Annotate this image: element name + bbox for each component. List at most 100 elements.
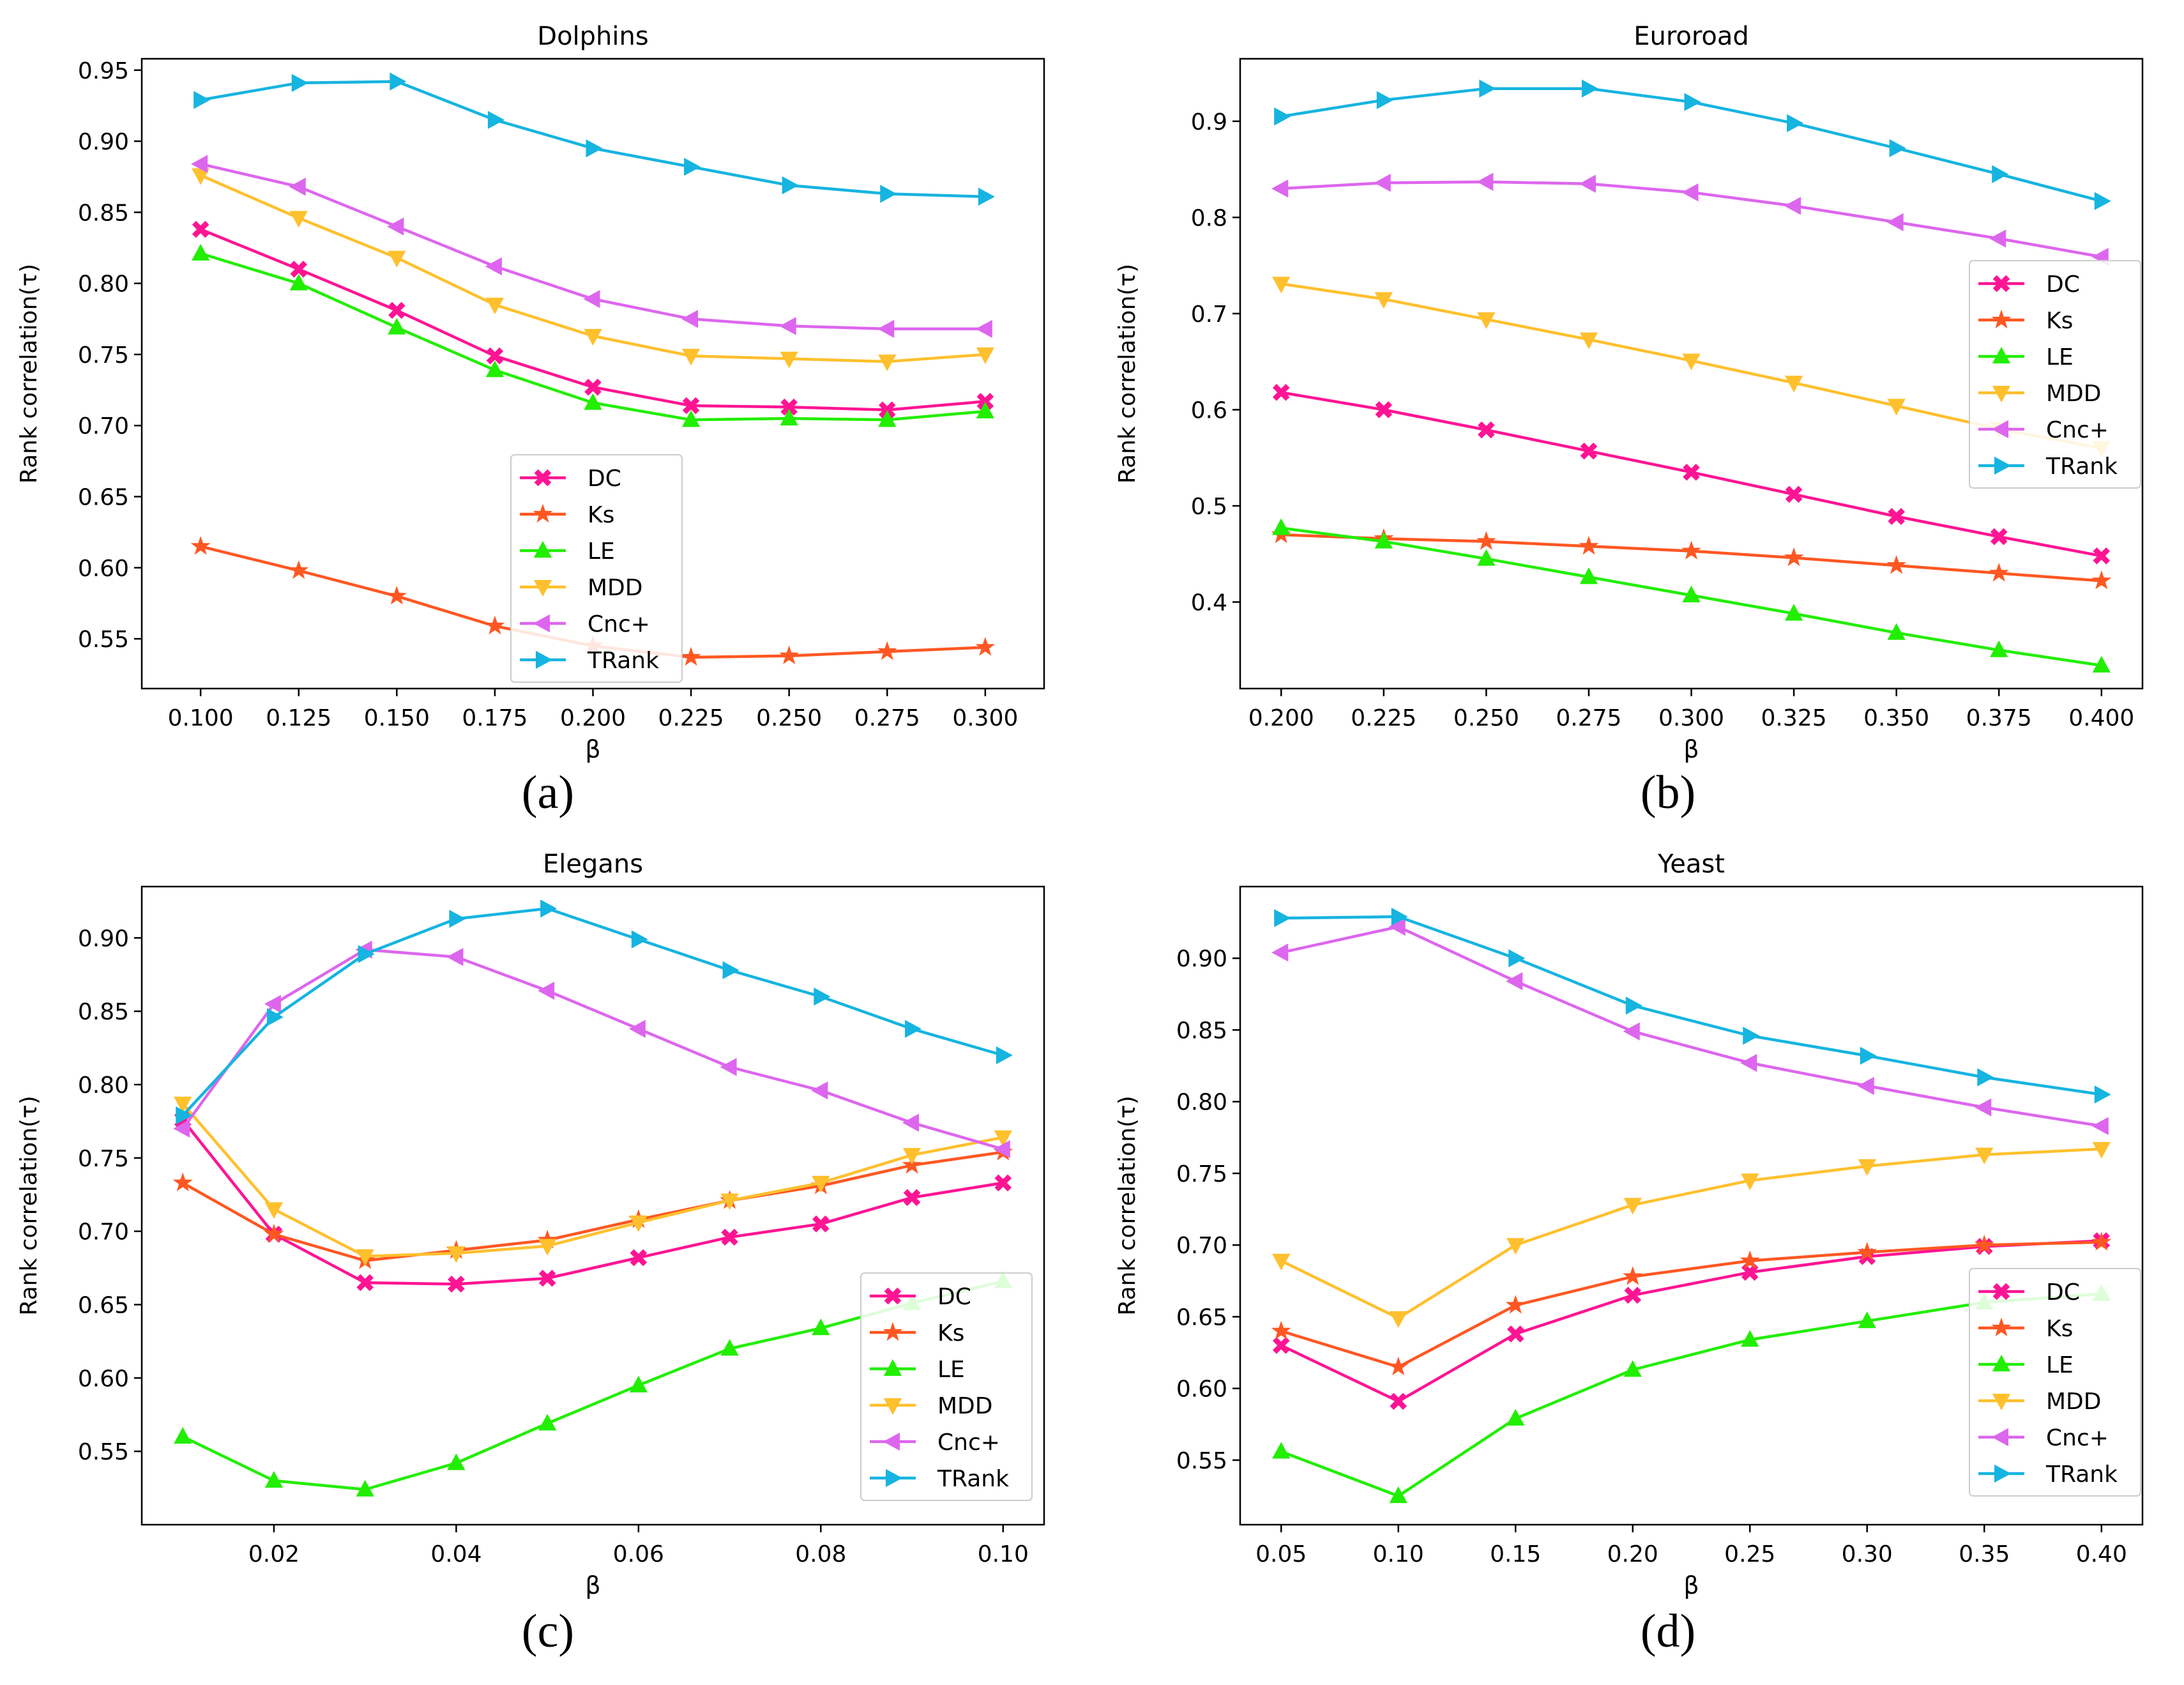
x-tick-label: 0.375: [1966, 705, 2032, 731]
data-point-mdd: [1374, 292, 1393, 309]
data-point-le: [1389, 1486, 1407, 1504]
data-point-mdd: [447, 1246, 466, 1263]
chart-title: Euroroad: [1634, 22, 1749, 51]
x-tick-label: 0.05: [1255, 1541, 1307, 1567]
chart-title: Elegans: [543, 850, 643, 879]
y-tick-label: 0.8: [1191, 205, 1227, 231]
y-tick-label: 0.5: [1191, 494, 1227, 520]
x-tick-label: 0.04: [430, 1541, 482, 1567]
x-axis-label: β: [585, 1571, 600, 1599]
data-point-cnc: [993, 1140, 1010, 1159]
data-point-trank: [814, 987, 831, 1006]
data-point-le: [1272, 518, 1291, 535]
data-point-ks: [1271, 1320, 1291, 1340]
x-tick-label: 0.325: [1761, 705, 1827, 731]
legend-label-cnc: Cnc+: [588, 611, 650, 637]
legend-label-le: LE: [2046, 344, 2074, 370]
chart-panel-2: Elegans 0.02 0.04 0.06 0.08 0.10 0.55 0.60 0.65 0…: [16, 850, 1045, 1658]
data-point-cnc: [387, 217, 404, 236]
data-point-le: [447, 1453, 466, 1470]
y-tick-label: 0.70: [78, 413, 129, 439]
data-point-ks: [264, 1224, 284, 1243]
data-point-mdd: [994, 1130, 1012, 1147]
data-point-ks: [386, 586, 407, 605]
data-point-cnc: [877, 319, 895, 339]
data-point-mdd: [1784, 376, 1803, 393]
data-point-mdd: [1682, 353, 1701, 370]
data-point-ks: [681, 646, 701, 666]
data-point-trank: [1274, 107, 1291, 126]
x-tick-label: 0.10: [1373, 1541, 1424, 1567]
data-point-mdd: [878, 355, 897, 372]
data-point-trank: [1274, 909, 1291, 927]
y-tick-label: 0.60: [78, 556, 129, 582]
data-point-dc: [682, 397, 700, 415]
y-tick-label: 0.60: [78, 1366, 129, 1392]
y-tick-label: 0.80: [78, 1072, 129, 1099]
legend-marker-dc: [884, 1287, 902, 1305]
data-point-ks: [1388, 1356, 1409, 1376]
data-point-dc: [812, 1215, 830, 1233]
y-tick-label: 0.95: [78, 58, 129, 84]
legend-label-mdd: MDD: [2046, 381, 2102, 407]
legend-label-dc: DC: [2046, 271, 2080, 298]
data-point-mdd: [485, 298, 504, 315]
y-axis-label: Rank correlation(τ): [1114, 264, 1141, 484]
data-point-trank: [905, 1019, 922, 1038]
y-tick-label: 0.75: [78, 342, 129, 369]
data-point-cnc: [289, 178, 306, 196]
data-point-trank: [684, 158, 701, 176]
data-point-mdd: [356, 1249, 374, 1266]
data-point-ks: [1623, 1266, 1643, 1285]
series-line-mdd: [1280, 1147, 2102, 1320]
legend-label-trank: TRank: [2045, 454, 2118, 480]
chart-panel-0: Dolphins 0.100 0.125 0.150 0.175 0.200 0.225 0.…: [16, 22, 1045, 819]
x-tick-label: 0.150: [364, 705, 430, 731]
x-tick-label: 0.20: [1607, 1541, 1658, 1567]
y-tick-label: 0.65: [1176, 1304, 1227, 1330]
y-tick-label: 0.9: [1191, 109, 1227, 135]
data-point-cnc: [720, 1058, 737, 1076]
data-point-mdd: [1887, 399, 1906, 416]
data-point-ks: [1505, 1295, 1526, 1314]
data-point-le: [681, 410, 701, 427]
x-tick-label: 0.225: [1351, 705, 1416, 731]
series-line-cnc: [181, 948, 1004, 1151]
y-axis-label: Rank correlation(τ): [16, 1095, 42, 1315]
y-tick-label: 0.75: [1176, 1161, 1227, 1187]
legend-label-mdd: MDD: [2046, 1389, 2102, 1415]
data-point-dc: [1785, 485, 1803, 503]
data-point-ks: [190, 536, 211, 555]
data-point-trank: [880, 185, 897, 203]
legend-label-ks: Ks: [2046, 1316, 2073, 1342]
data-point-cnc: [446, 948, 464, 966]
data-point-le: [878, 410, 897, 427]
data-point-le: [1741, 1330, 1759, 1347]
data-point-trank: [1992, 165, 2009, 183]
data-point-trank: [176, 1106, 193, 1125]
y-axis-label: Rank correlation(τ): [1114, 1095, 1141, 1315]
y-tick-label: 0.80: [1176, 1090, 1227, 1116]
legend-marker-le: [1992, 1354, 2011, 1371]
legend-marker-trank: [886, 1468, 903, 1488]
legend-label-ks: Ks: [588, 502, 614, 528]
data-point-dc: [584, 378, 602, 396]
x-tick-label: 0.175: [462, 705, 527, 731]
data-point-mdd: [538, 1239, 557, 1256]
data-point-ks: [289, 560, 309, 579]
data-point-cnc: [1271, 943, 1289, 962]
series-line-dc: [181, 1118, 1004, 1286]
data-point-dc: [1390, 1392, 1407, 1410]
data-point-mdd: [902, 1148, 921, 1165]
legend-box: [510, 454, 683, 683]
data-point-dc: [538, 1269, 556, 1287]
x-axis-label: β: [585, 735, 600, 763]
data-point-trank: [1479, 79, 1496, 98]
data-point-le: [1506, 1408, 1525, 1426]
data-point-cnc: [1579, 174, 1596, 193]
data-point-mdd: [1506, 1238, 1525, 1255]
data-point-mdd: [2092, 1141, 2111, 1159]
data-point-ks: [1974, 1235, 1994, 1254]
legend-label-le: LE: [937, 1357, 965, 1383]
